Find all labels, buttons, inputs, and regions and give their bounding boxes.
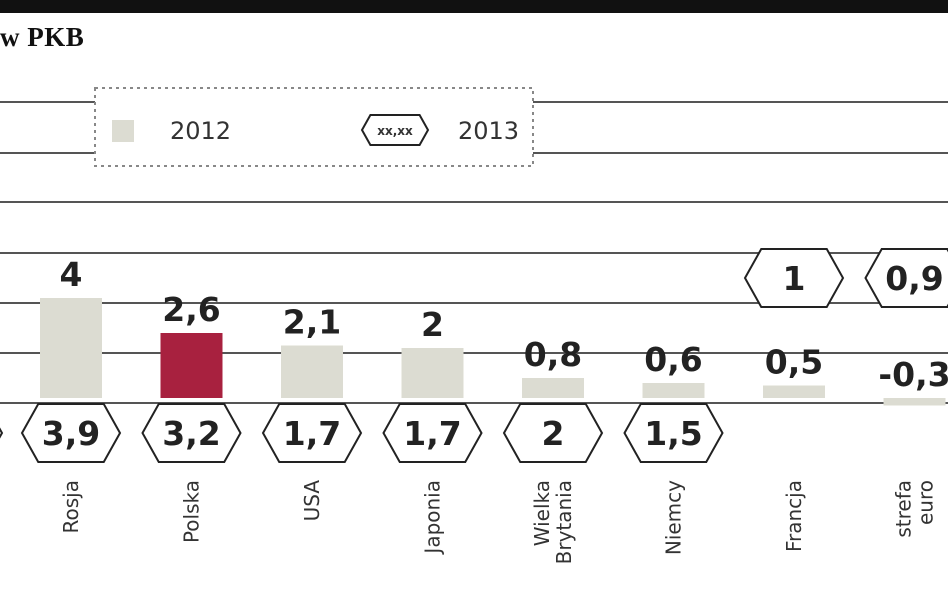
category-label-line: strefa bbox=[892, 480, 916, 538]
legend: 2012 xx,xx 2013 bbox=[94, 87, 534, 167]
value-label-2013: 2 bbox=[542, 414, 565, 453]
hexagon-2013 bbox=[864, 248, 948, 308]
legend-box bbox=[94, 87, 534, 167]
value-label-2013: 3,2 bbox=[162, 414, 220, 453]
hexagon-2013 bbox=[382, 403, 483, 463]
bar-2012 bbox=[281, 345, 343, 398]
category-label-line: Rosja bbox=[59, 480, 83, 533]
value-label-2013: 1,5 bbox=[644, 414, 702, 453]
hexagon-2013 bbox=[261, 403, 363, 463]
category-label: Francja bbox=[782, 480, 806, 552]
bar-2012 bbox=[883, 398, 946, 406]
value-label-2012: 0,6 bbox=[644, 340, 702, 379]
value-label-2013: 1,7 bbox=[403, 414, 461, 453]
bar-2012 bbox=[401, 348, 464, 398]
legend-hexagon-2013 bbox=[360, 114, 430, 146]
hexagon-2013 bbox=[743, 248, 845, 308]
hexagon-2013-cropped bbox=[0, 427, 4, 439]
value-label-2013: 1 bbox=[783, 259, 806, 298]
bar-2012 bbox=[763, 385, 825, 398]
bar-2012 bbox=[40, 298, 102, 398]
value-label-2012: 2,6 bbox=[162, 290, 220, 329]
value-label-2012: -0,3 bbox=[878, 355, 948, 394]
legend-label-2012: 2012 bbox=[170, 117, 231, 145]
category-label-line: euro bbox=[914, 480, 938, 525]
bar-2012 bbox=[642, 383, 705, 398]
bar-2012 bbox=[522, 378, 584, 398]
hexagon-2013 bbox=[623, 403, 724, 463]
category-label-line: Wielka bbox=[530, 480, 554, 546]
hexagon-2013 bbox=[20, 403, 122, 463]
category-label: Rosja bbox=[59, 480, 83, 533]
category-label-line: Brytania bbox=[552, 480, 576, 564]
category-label: Niemcy bbox=[662, 480, 686, 555]
chart-title: w PKB bbox=[0, 22, 85, 52]
value-label-2012: 0,8 bbox=[524, 335, 582, 374]
value-label-2012: 2,1 bbox=[283, 303, 341, 342]
hexagon-2013 bbox=[141, 403, 242, 463]
category-label-line: Polska bbox=[180, 480, 204, 543]
category-label: Polska bbox=[180, 480, 204, 543]
category-label-line: Francja bbox=[782, 480, 806, 552]
bar-2012 bbox=[160, 333, 223, 398]
value-label-2012: 0,5 bbox=[765, 343, 823, 382]
top-rule bbox=[0, 0, 948, 13]
value-label-2013: 0,9 bbox=[885, 259, 943, 298]
value-label-2013: 1,7 bbox=[283, 414, 341, 453]
value-label-2012: 2 bbox=[421, 305, 444, 344]
legend-label-2013: 2013 bbox=[458, 117, 519, 145]
category-label-line: Japonia bbox=[421, 480, 445, 556]
value-label-2012: 4 bbox=[60, 255, 83, 294]
legend-swatch-2012 bbox=[112, 120, 134, 142]
value-label-2013: 3,9 bbox=[42, 414, 100, 453]
legend-hex-sample: xx,xx bbox=[377, 124, 413, 138]
category-label-line: USA bbox=[300, 480, 324, 522]
chart-marks: 4 3,9 Rosja 2,6 3,2 Polska 2,1 1,7 USA 2 1,7 Japoni… bbox=[0, 248, 948, 564]
category-label: USA bbox=[300, 480, 324, 522]
category-label-line: Niemcy bbox=[662, 480, 686, 555]
category-label: Japonia bbox=[421, 480, 445, 556]
hexagon-2013 bbox=[502, 403, 604, 463]
